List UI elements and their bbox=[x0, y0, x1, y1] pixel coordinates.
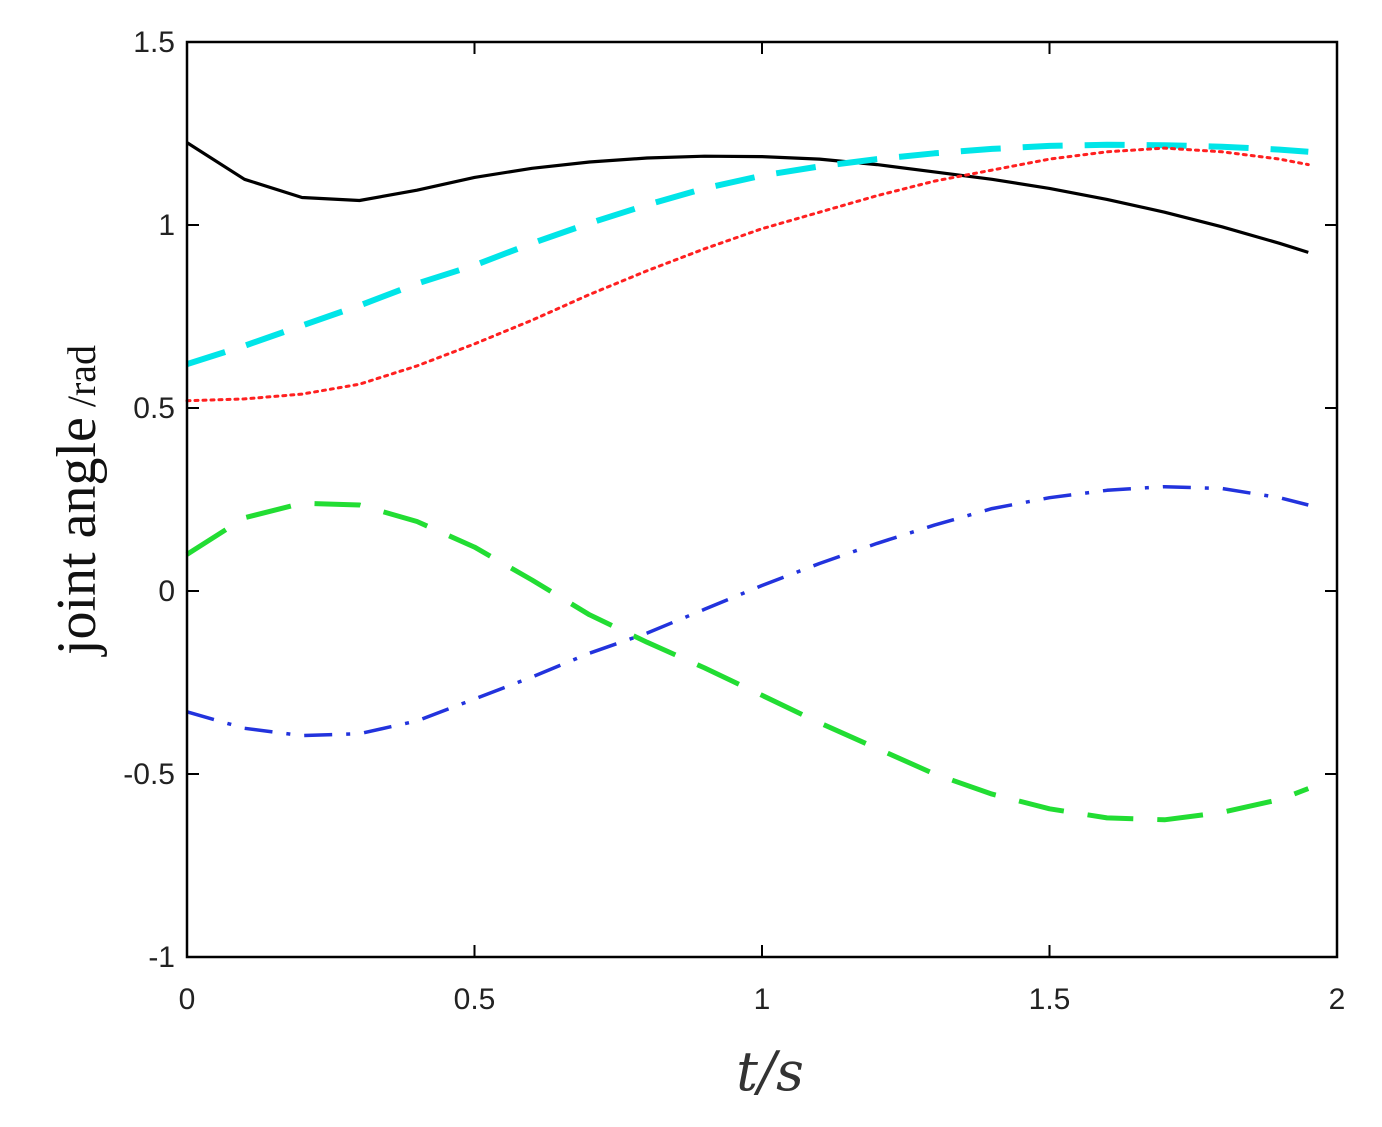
series-line-2-dashed bbox=[186, 141, 1309, 367]
y-tick-label: 1.5 bbox=[133, 26, 175, 59]
y-tick-label: 0.5 bbox=[133, 392, 175, 425]
x-tick-label: 1 bbox=[754, 983, 771, 1016]
y-tick-label: -0.5 bbox=[123, 758, 175, 791]
x-tick-label: 2 bbox=[1329, 983, 1346, 1016]
plot-background bbox=[187, 42, 1337, 957]
series-line-3-dotted bbox=[185, 146, 1310, 403]
y-axis-title-unit: /rad bbox=[59, 345, 104, 407]
x-tick-label: 0 bbox=[179, 983, 196, 1016]
tick-layer: 0 0.5 1 1.5 2 -1 -0.5 0 0.5 1 1.5 bbox=[123, 26, 1345, 1016]
y-tick-label: 1 bbox=[158, 209, 175, 242]
x-tick-label: 0.5 bbox=[454, 983, 496, 1016]
x-axis-title: t/s bbox=[736, 1040, 804, 1103]
series-line-1-solid bbox=[186, 141, 1309, 254]
y-tick-label: 0 bbox=[158, 575, 175, 608]
x-tick-label: 1.5 bbox=[1029, 983, 1071, 1016]
y-axis-title: joint angle/rad bbox=[46, 345, 108, 657]
series-layer bbox=[185, 141, 1310, 823]
series-line-5-dash-dot bbox=[186, 484, 1309, 738]
y-axis-title-main: joint angle bbox=[46, 417, 108, 657]
series-line-4-long-dash bbox=[185, 500, 1310, 823]
y-tick-label: -1 bbox=[148, 941, 175, 974]
